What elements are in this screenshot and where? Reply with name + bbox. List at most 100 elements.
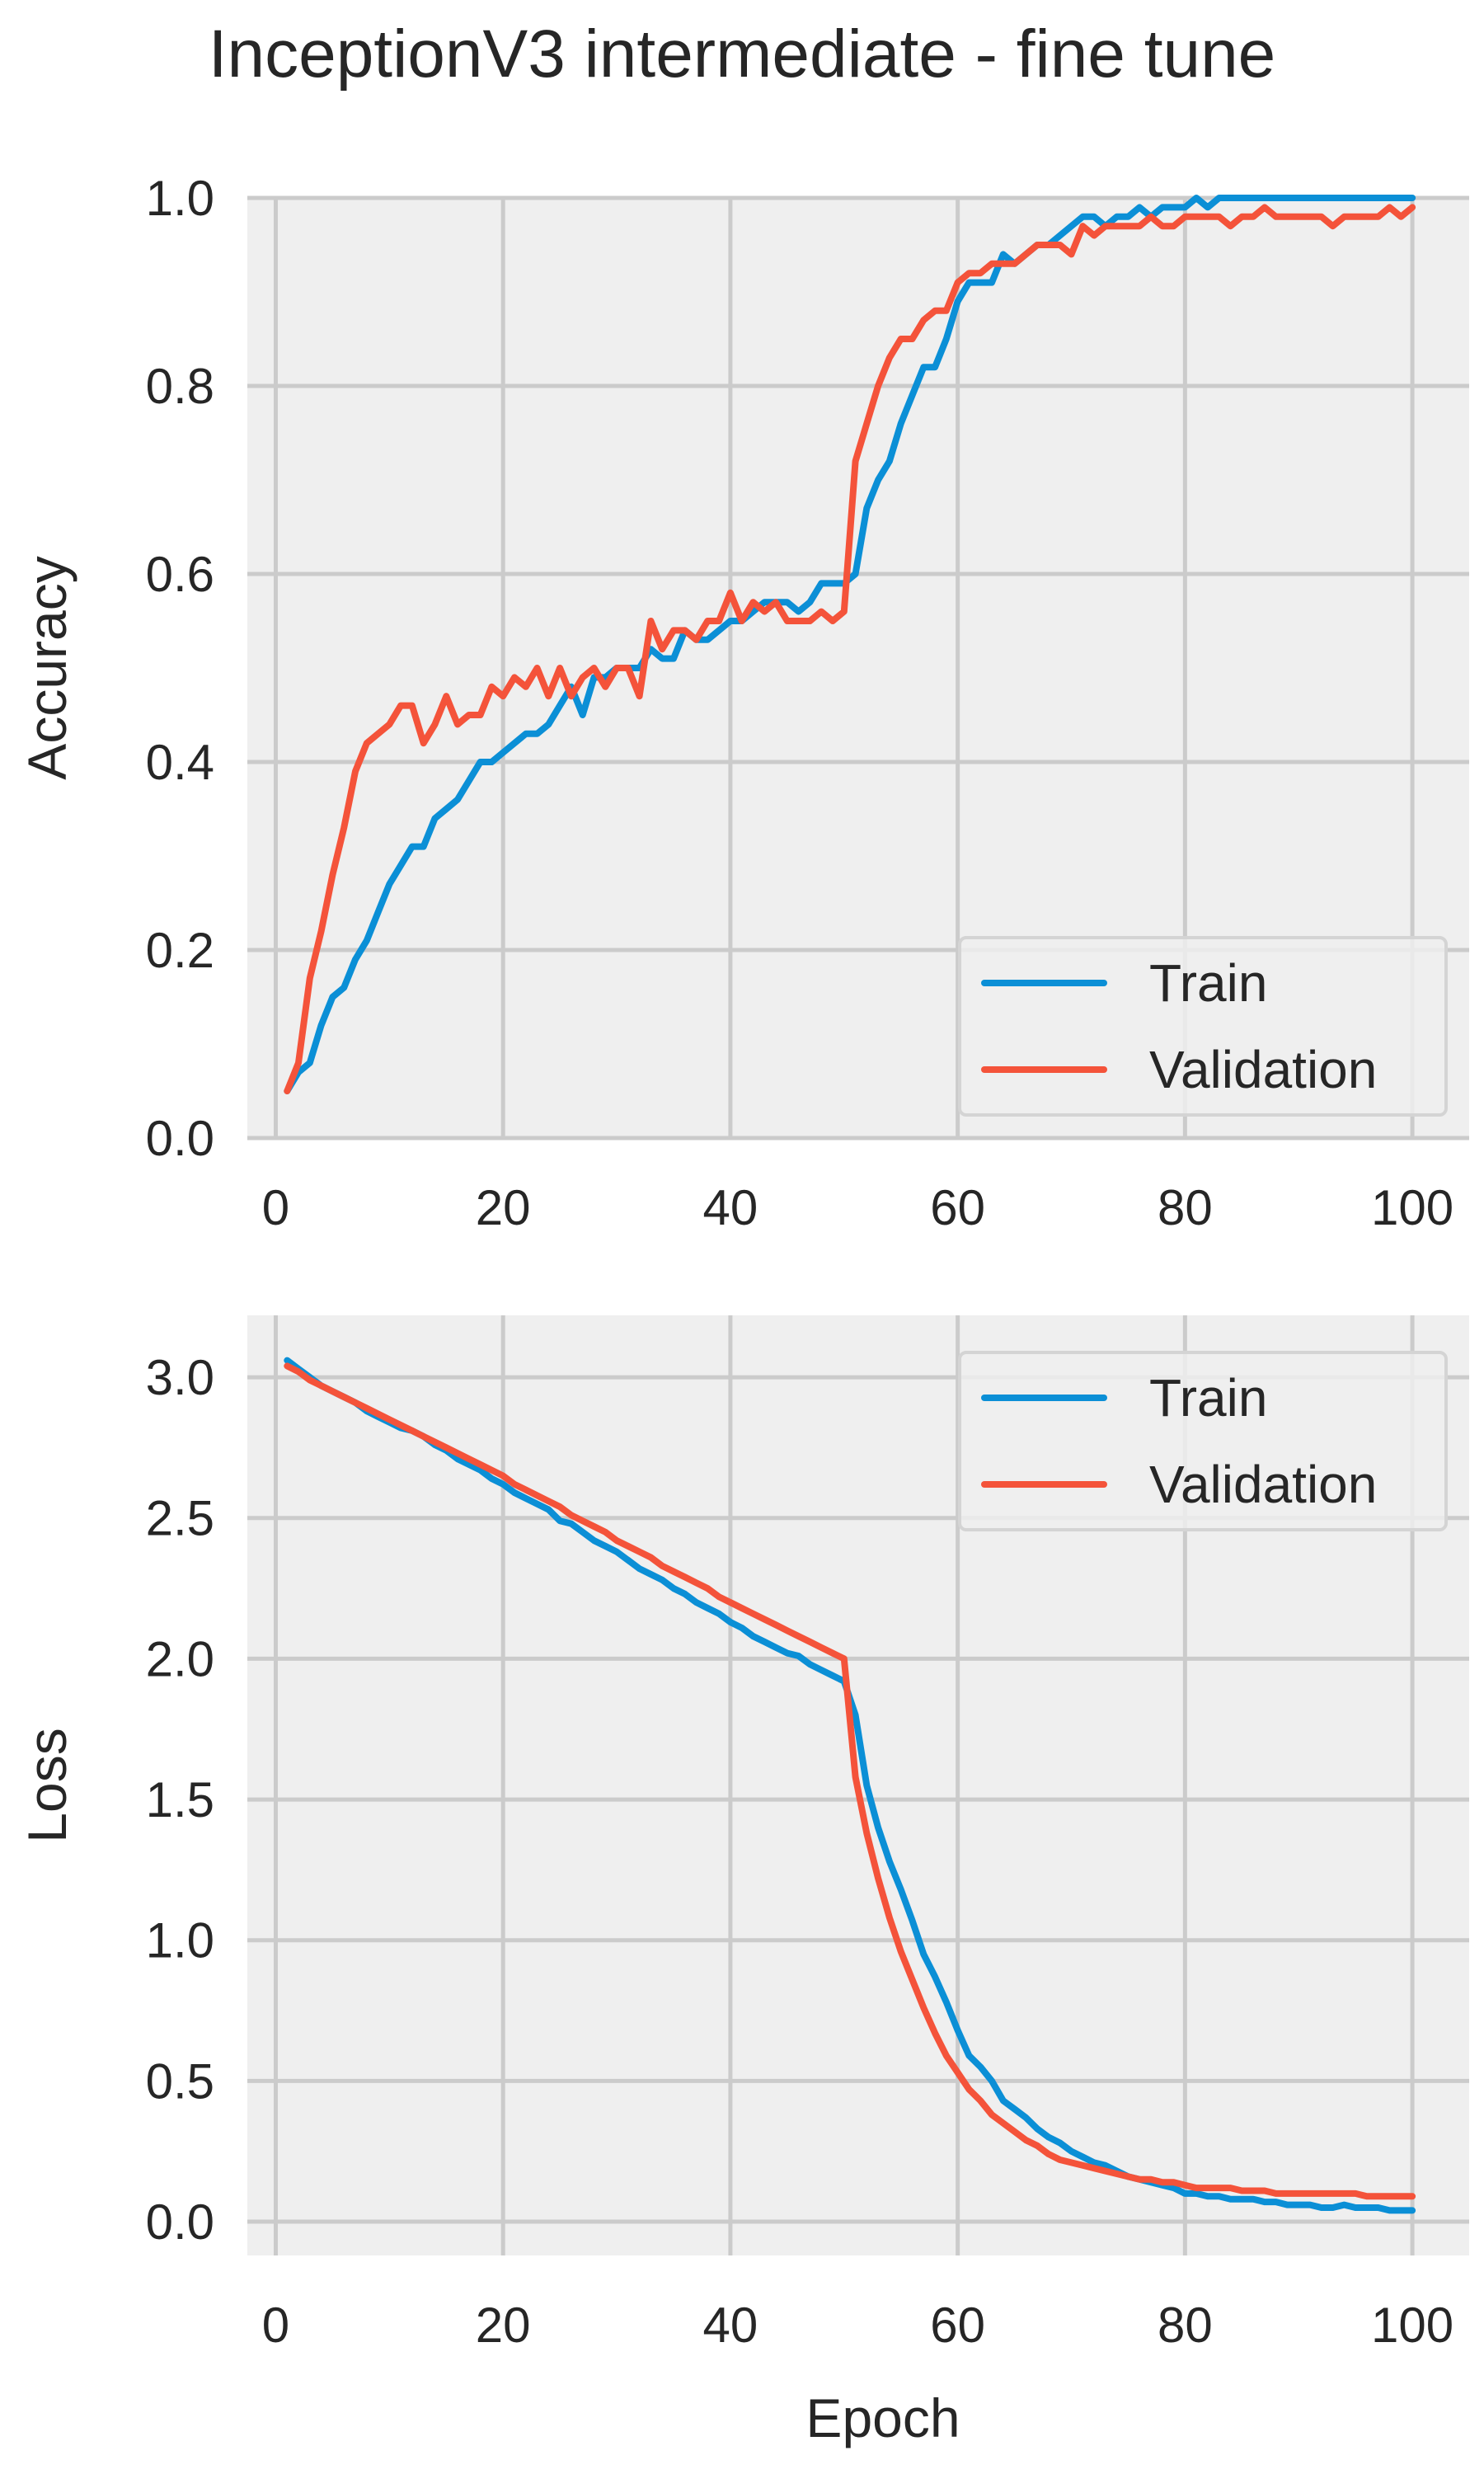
train-point [946, 2001, 947, 2003]
validation-point [1003, 2123, 1004, 2124]
train-point [423, 846, 425, 848]
validation-point [923, 2007, 924, 2009]
train-point [718, 629, 720, 631]
train-point [1355, 2207, 1356, 2208]
validation-point [445, 1446, 447, 1448]
validation-point [321, 930, 322, 932]
train-point [525, 1498, 527, 1499]
validation-point [1059, 244, 1061, 246]
train-point [514, 1492, 515, 1493]
validation-point [434, 1442, 435, 1443]
train-point [866, 1785, 867, 1786]
validation-point [1207, 2187, 1209, 2189]
validation-point [1059, 2159, 1061, 2161]
validation-point [582, 1520, 584, 1522]
validation-point [900, 338, 902, 340]
train-point [491, 1478, 492, 1479]
validation-point [355, 1402, 356, 1404]
train-point [1207, 206, 1209, 208]
train-point [730, 1621, 731, 1623]
y-tick-label: 0.4 [146, 735, 214, 790]
validation-point [1378, 2195, 1379, 2197]
train-point [1366, 2207, 1368, 2208]
train-point [752, 1635, 754, 1637]
validation-point [775, 1624, 777, 1625]
train-point [1252, 2199, 1254, 2200]
validation-point [388, 1418, 390, 1420]
validation-point [411, 1430, 413, 1432]
train-point [1173, 206, 1175, 208]
train-point [1309, 197, 1311, 199]
train-point [1332, 197, 1334, 199]
validation-point [1093, 2167, 1095, 2169]
validation-point [923, 319, 924, 321]
train-point [787, 601, 788, 603]
validation-point [741, 620, 743, 622]
train-point [968, 282, 970, 284]
train-point [1411, 197, 1413, 199]
train-point [411, 846, 413, 848]
validation-point [1388, 2195, 1390, 2197]
validation-point [400, 705, 402, 707]
validation-point [331, 874, 333, 876]
validation-point [491, 1470, 492, 1471]
train-point [559, 705, 561, 707]
validation-point [1127, 225, 1129, 227]
train-point [809, 601, 810, 603]
legend-label: Train [1149, 1368, 1267, 1427]
y-tick-label: 0.0 [146, 2194, 214, 2250]
train-point [1184, 206, 1186, 208]
x-tick-label: 40 [703, 2298, 758, 2353]
train-point [1003, 2100, 1004, 2101]
validation-point [1139, 225, 1140, 227]
validation-point [1332, 2193, 1334, 2194]
train-point [1264, 2201, 1266, 2203]
validation-point [1309, 216, 1311, 218]
validation-point [911, 1979, 913, 1981]
validation-point [1184, 2185, 1186, 2186]
train-point [1003, 253, 1004, 255]
train-point [911, 1920, 913, 1921]
train-point [798, 611, 800, 613]
y-tick-label: 1.0 [146, 171, 214, 226]
validation-point [309, 977, 311, 979]
validation-point [445, 695, 447, 697]
train-point [673, 1587, 674, 1589]
train-point [309, 1062, 311, 1064]
validation-point [1264, 206, 1266, 208]
train-point [1195, 2193, 1197, 2194]
train-point [1298, 2204, 1299, 2206]
validation-point [820, 611, 822, 613]
validation-point [1025, 2139, 1026, 2141]
validation-point [730, 1602, 731, 1603]
validation-point [957, 282, 959, 284]
validation-point [1343, 2193, 1345, 2194]
validation-point [1229, 225, 1231, 227]
train-point [1195, 197, 1197, 199]
validation-point [559, 667, 561, 669]
train-point [468, 780, 470, 782]
validation-point [298, 1062, 299, 1064]
y-axis-label: Accuracy [16, 556, 77, 779]
validation-point [423, 742, 425, 744]
y-tick-label: 0.5 [146, 2053, 214, 2109]
page-title: InceptionV3 intermediate - fine tune [208, 16, 1276, 92]
validation-point [1082, 225, 1083, 227]
train-point [968, 2055, 970, 2057]
train-point [1229, 2199, 1231, 2200]
train-point [1400, 2209, 1402, 2211]
train-point [1070, 2151, 1072, 2152]
train-point [900, 423, 902, 425]
train-point [1093, 2161, 1095, 2163]
validation-line [284, 204, 1416, 1094]
train-point [1014, 2109, 1016, 2110]
train-point [388, 883, 390, 885]
validation-point [673, 629, 674, 631]
train-point [639, 1568, 641, 1569]
validation-point [957, 2072, 959, 2073]
validation-point [1388, 206, 1390, 208]
validation-point [582, 676, 584, 678]
train-point [1388, 2209, 1390, 2211]
train-point [957, 300, 959, 302]
train-point [1093, 216, 1095, 218]
